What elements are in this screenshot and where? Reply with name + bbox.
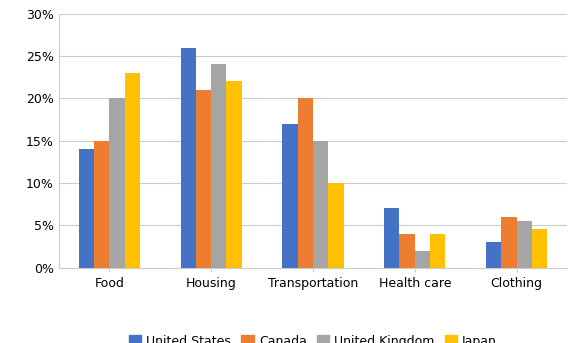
Bar [313, 141, 328, 268]
Bar [181, 48, 196, 268]
Bar [486, 242, 501, 268]
Legend: United States, Canada, United Kingdom, Japan: United States, Canada, United Kingdom, J… [124, 330, 502, 343]
Bar [501, 217, 517, 268]
Bar [283, 124, 298, 268]
Bar [517, 221, 532, 268]
Bar [430, 234, 445, 268]
Bar [415, 251, 430, 268]
Bar [79, 149, 94, 268]
Bar [298, 98, 313, 268]
Bar [196, 90, 211, 268]
Bar [125, 73, 140, 268]
Bar [532, 229, 547, 268]
Bar [94, 141, 109, 268]
Bar [328, 183, 343, 268]
Bar [109, 98, 125, 268]
Bar [211, 64, 226, 268]
Bar [384, 208, 400, 268]
Bar [400, 234, 415, 268]
Bar [226, 81, 242, 268]
